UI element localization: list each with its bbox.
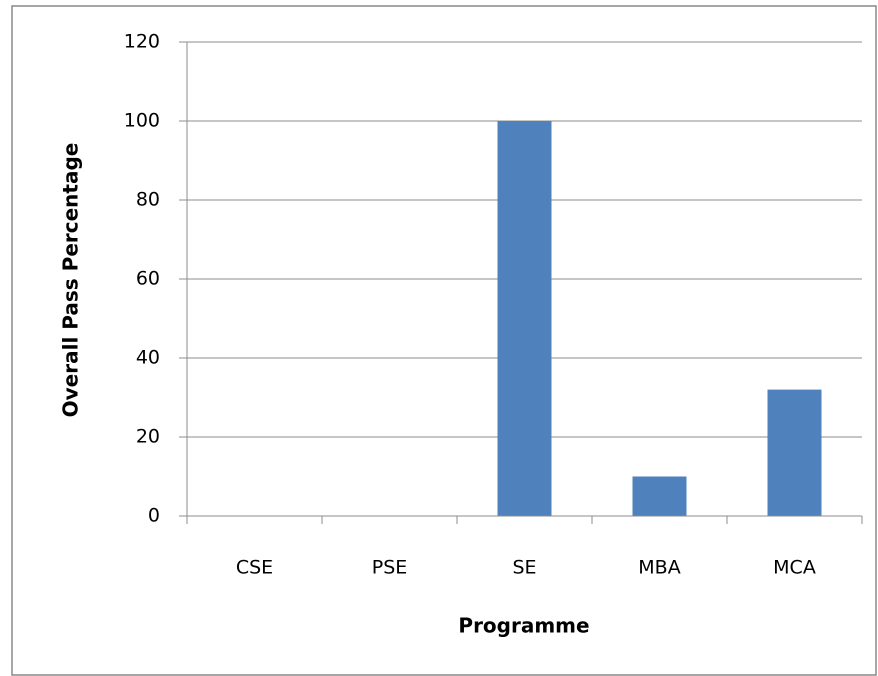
y-tick-label: 20: [136, 426, 160, 448]
bar: [632, 476, 687, 516]
x-tick-label: SE: [512, 557, 536, 579]
x-tick-label: PSE: [372, 557, 408, 579]
bar: [767, 389, 822, 516]
x-tick-label: MBA: [638, 557, 680, 579]
bar: [497, 121, 552, 516]
x-tick-label: CSE: [236, 557, 273, 579]
chart-border: [11, 5, 877, 676]
y-tick-label: 40: [136, 347, 160, 369]
y-tick-label: 80: [136, 189, 160, 211]
y-tick-label: 0: [148, 505, 160, 527]
y-tick-label: 60: [136, 268, 160, 290]
y-tick-label: 100: [124, 110, 160, 132]
y-tick-label: 120: [124, 31, 160, 53]
x-tick-label: MCA: [773, 557, 816, 579]
x-axis-title: Programme: [458, 614, 589, 638]
y-axis-title: Overall Pass Percentage: [59, 143, 83, 418]
